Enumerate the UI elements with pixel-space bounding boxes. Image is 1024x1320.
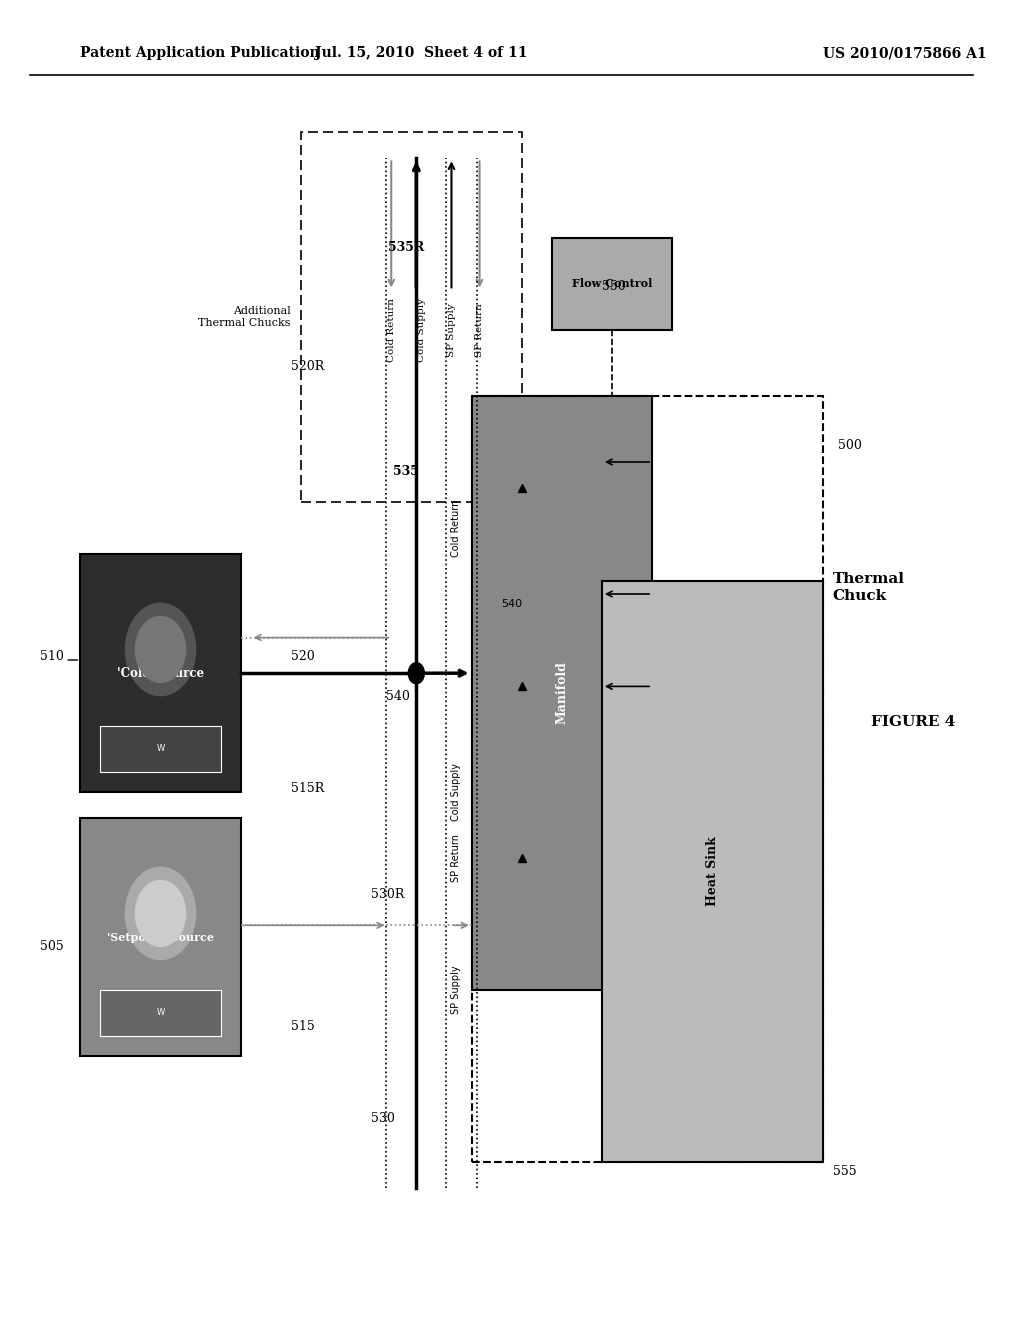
Circle shape [125, 603, 196, 696]
Text: 540: 540 [502, 599, 522, 610]
Text: 500: 500 [838, 438, 861, 451]
Text: SP Supply: SP Supply [452, 966, 462, 1014]
Text: 535: 535 [393, 465, 419, 478]
Text: 535R: 535R [388, 240, 424, 253]
Text: Patent Application Publication: Patent Application Publication [80, 46, 319, 61]
Text: Cold Supply: Cold Supply [417, 298, 426, 362]
Text: 510: 510 [40, 649, 65, 663]
Circle shape [135, 880, 185, 946]
Text: Manifold: Manifold [555, 661, 568, 725]
Text: Cold Supply: Cold Supply [452, 763, 462, 821]
Text: Cold Return: Cold Return [452, 499, 462, 557]
Text: 550: 550 [602, 280, 626, 293]
Text: 515: 515 [291, 1019, 314, 1032]
Bar [471, 396, 652, 990]
Text: SP Return: SP Return [475, 304, 484, 356]
Text: 'Setpoint' Source: 'Setpoint' Source [108, 932, 214, 942]
Circle shape [409, 663, 424, 684]
Text: Heat Sink: Heat Sink [706, 837, 719, 906]
Bar [602, 581, 822, 1162]
Text: 530R: 530R [371, 887, 404, 900]
Text: Thermal
Chuck: Thermal Chuck [833, 573, 904, 602]
Circle shape [135, 616, 185, 682]
Text: 520R: 520R [291, 359, 325, 372]
Text: Flow Control: Flow Control [571, 279, 652, 289]
Bar [100, 726, 221, 772]
Bar [100, 990, 221, 1036]
Bar [80, 818, 241, 1056]
Text: SP Return: SP Return [452, 834, 462, 882]
Bar [552, 238, 672, 330]
Text: W: W [157, 1008, 165, 1016]
Text: Jul. 15, 2010  Sheet 4 of 11: Jul. 15, 2010 Sheet 4 of 11 [315, 46, 527, 61]
Text: FIGURE 4: FIGURE 4 [870, 715, 955, 729]
Text: 540: 540 [386, 689, 411, 702]
Text: 'Cold' Source: 'Cold' Source [117, 667, 204, 680]
Text: 520: 520 [291, 649, 314, 663]
Circle shape [125, 867, 196, 960]
Text: US 2010/0175866 A1: US 2010/0175866 A1 [822, 46, 986, 61]
Text: Additional
Thermal Chucks: Additional Thermal Chucks [199, 306, 291, 327]
Text: Cold Return: Cold Return [387, 298, 395, 362]
Bar [471, 396, 822, 1162]
Bar [80, 554, 241, 792]
Text: W: W [157, 744, 165, 752]
Text: SP Supply: SP Supply [446, 304, 456, 356]
Text: 555: 555 [833, 1164, 856, 1177]
Text: 530: 530 [371, 1111, 395, 1125]
Text: 505: 505 [40, 940, 63, 953]
Text: 515R: 515R [291, 781, 325, 795]
Bar [301, 132, 521, 502]
